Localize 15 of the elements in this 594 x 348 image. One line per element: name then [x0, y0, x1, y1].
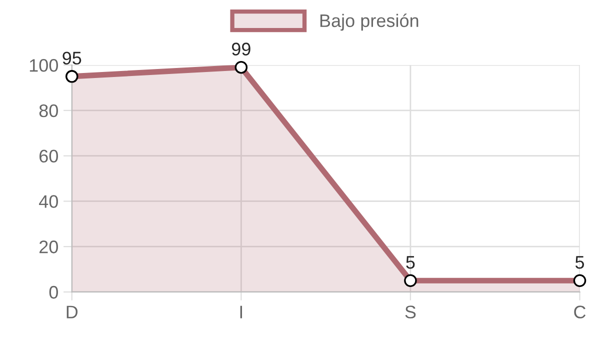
x-tick-label: D	[66, 306, 78, 318]
y-tick-label: 40	[39, 195, 58, 208]
x-tick-label: C	[574, 306, 586, 318]
legend-label: Bajo presión	[320, 14, 418, 31]
data-label: 5	[575, 256, 584, 269]
y-tick-label: 60	[40, 150, 58, 163]
y-tick-label: 20	[40, 240, 58, 254]
y-tick-label: 0	[49, 286, 58, 299]
x-tick-label: I	[240, 306, 242, 318]
data-label: 95	[62, 52, 82, 65]
x-tick-label: S	[405, 306, 416, 318]
y-tick-label: 100	[30, 59, 58, 72]
y-tick-label: 80	[39, 104, 58, 118]
data-label: 99	[232, 42, 250, 56]
data-label: 5	[406, 256, 415, 269]
